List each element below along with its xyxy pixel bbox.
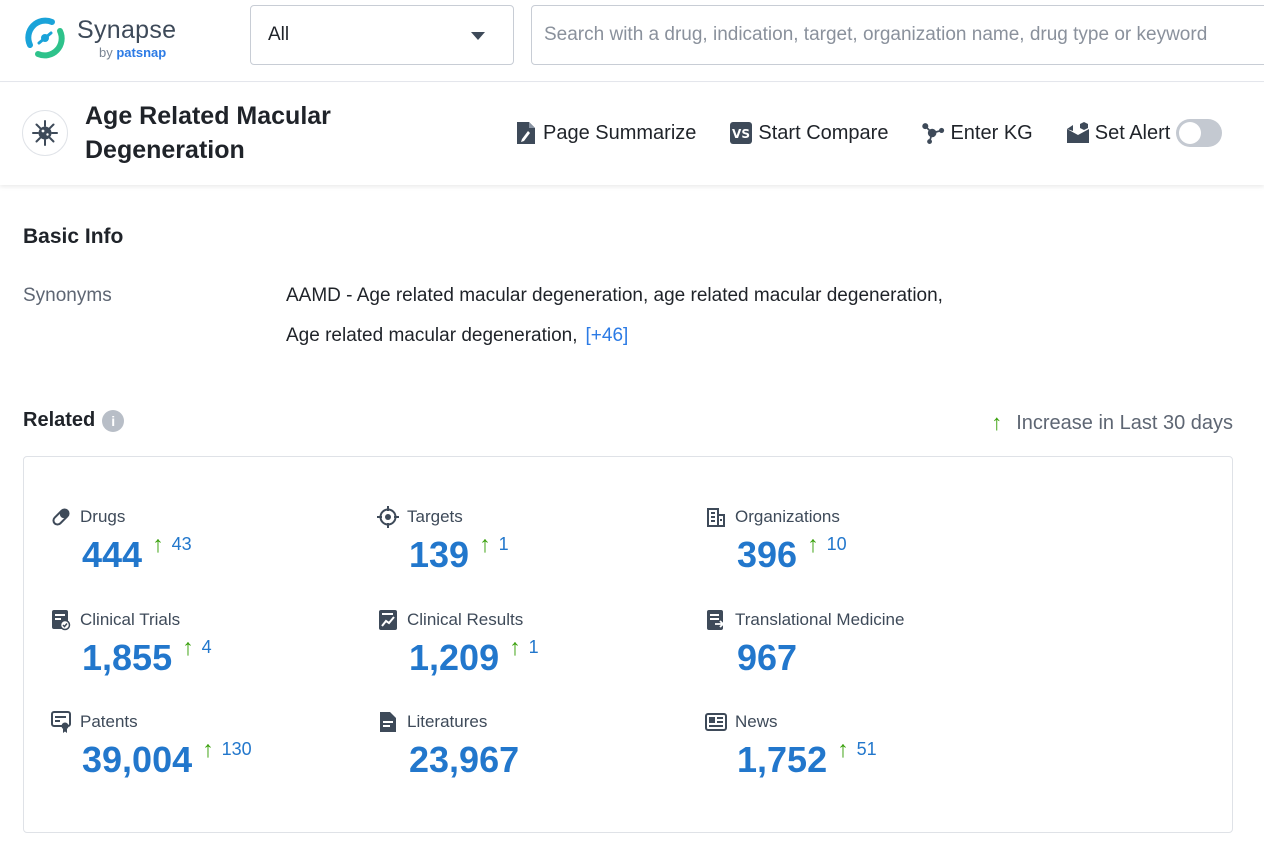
search-scope-select[interactable]: All <box>250 5 514 65</box>
virus-icon <box>31 119 59 147</box>
page-summarize-button[interactable]: Page Summarize <box>514 121 696 145</box>
search-scope-value: All <box>268 24 289 46</box>
stat-increase: 1 <box>499 533 509 555</box>
page-title: Age Related Macular Degeneration <box>85 99 385 167</box>
entity-header: Age Related Macular Degeneration Page Su… <box>0 83 1264 185</box>
synapse-logo-icon <box>22 15 68 61</box>
svg-text:VS: VS <box>732 127 750 141</box>
up-arrow-icon: ↑ <box>837 734 849 764</box>
stat-organizations[interactable]: Organizations 396 ↑ 10 <box>705 505 1005 585</box>
stat-value: 139 <box>409 535 469 575</box>
enter-kg-label: Enter KG <box>950 122 1032 145</box>
synapse-logo[interactable]: Synapse by patsnap <box>22 13 182 63</box>
stat-value: 39,004 <box>82 740 192 780</box>
set-alert-label: Set Alert <box>1095 122 1171 145</box>
news-icon <box>705 711 727 733</box>
stat-value: 1,855 <box>82 638 172 678</box>
related-stats-card: Drugs 444 ↑ 43 Targets 139 ↑ 1 Organizat… <box>23 456 1233 833</box>
stat-increase: 1 <box>529 636 539 658</box>
alert-icon <box>1066 121 1090 145</box>
header-actions: Page Summarize VS Start Compare Enter KG… <box>514 119 1222 147</box>
stat-clinical-trials[interactable]: Clinical Trials 1,855 ↑ 4 <box>50 608 350 688</box>
page-summarize-label: Page Summarize <box>543 122 696 145</box>
document-icon <box>377 711 399 733</box>
stat-value: 23,967 <box>409 740 519 780</box>
stat-value: 1,752 <box>737 740 827 780</box>
stat-value: 396 <box>737 535 797 575</box>
patent-icon <box>50 711 72 733</box>
stat-value: 444 <box>82 535 142 575</box>
stat-literatures[interactable]: Literatures 23,967 <box>377 710 677 790</box>
up-arrow-icon: ↑ <box>182 632 194 662</box>
stat-increase: 4 <box>202 636 212 658</box>
related-header: Related i <box>23 409 124 432</box>
set-alert-toggle[interactable] <box>1176 119 1222 147</box>
basic-info-title: Basic Info <box>23 225 123 249</box>
brand-by-prefix: by <box>99 45 116 60</box>
compare-icon: VS <box>729 121 753 145</box>
translational-medicine-icon <box>705 609 727 631</box>
up-arrow-icon: ↑ <box>152 529 164 559</box>
info-icon[interactable]: i <box>102 410 124 432</box>
stat-name: Clinical Trials <box>80 610 180 630</box>
stat-value: 967 <box>737 638 797 678</box>
synonyms-line-2: Age related macular degeneration, <box>286 325 578 346</box>
legend-text: Increase in Last 30 days <box>1016 412 1233 435</box>
up-arrow-icon: ↑ <box>202 734 214 764</box>
stat-name: Translational Medicine <box>735 610 904 630</box>
brand-byline: by patsnap <box>99 46 176 59</box>
brand-name: Synapse <box>77 18 176 43</box>
building-icon <box>705 506 727 528</box>
related-title: Related <box>23 409 95 432</box>
clinical-results-icon <box>377 609 399 631</box>
up-arrow-icon: ↑ <box>479 529 491 559</box>
summarize-icon <box>514 121 538 145</box>
synonyms-more-link[interactable]: [+46] <box>586 325 629 346</box>
increase-legend: ↑ Increase in Last 30 days <box>991 410 1233 436</box>
stat-increase: 10 <box>827 533 847 555</box>
target-icon <box>377 506 399 528</box>
stat-targets[interactable]: Targets 139 ↑ 1 <box>377 505 677 585</box>
stat-name: Drugs <box>80 507 125 527</box>
stat-drugs[interactable]: Drugs 444 ↑ 43 <box>50 505 350 585</box>
up-arrow-icon: ↑ <box>509 632 521 662</box>
stat-increase: 130 <box>222 738 252 760</box>
pill-icon <box>50 506 72 528</box>
brand-by-name: patsnap <box>116 45 166 60</box>
stat-increase: 43 <box>172 533 192 555</box>
stat-name: Clinical Results <box>407 610 523 630</box>
stat-name: Targets <box>407 507 463 527</box>
entity-icon-wrap <box>22 110 68 156</box>
synonyms-label: Synonyms <box>23 285 112 307</box>
top-bar: Synapse by patsnap All <box>0 0 1264 82</box>
stat-name: Literatures <box>407 712 487 732</box>
start-compare-label: Start Compare <box>758 122 888 145</box>
stat-clinical-results[interactable]: Clinical Results 1,209 ↑ 1 <box>377 608 677 688</box>
enter-kg-button[interactable]: Enter KG <box>921 121 1032 145</box>
synonyms-line-1: AAMD - Age related macular degeneration,… <box>286 285 943 307</box>
up-arrow-icon: ↑ <box>991 410 1002 436</box>
knowledge-graph-icon <box>921 121 945 145</box>
synonyms-line-2-wrap: Age related macular degeneration, [+46] <box>286 325 628 347</box>
clinical-trials-icon <box>50 609 72 631</box>
stat-name: Organizations <box>735 507 840 527</box>
up-arrow-icon: ↑ <box>807 529 819 559</box>
start-compare-button[interactable]: VS Start Compare <box>729 121 888 145</box>
set-alert-button[interactable]: Set Alert <box>1066 121 1171 145</box>
stat-patents[interactable]: Patents 39,004 ↑ 130 <box>50 710 350 790</box>
stat-translational-medicine[interactable]: Translational Medicine 967 <box>705 608 1005 688</box>
stat-name: News <box>735 712 778 732</box>
search-input[interactable] <box>531 5 1264 65</box>
stat-name: Patents <box>80 712 138 732</box>
stat-value: 1,209 <box>409 638 499 678</box>
stat-increase: 51 <box>857 738 877 760</box>
toggle-knob <box>1179 122 1201 144</box>
chevron-down-icon <box>471 32 485 40</box>
stat-news[interactable]: News 1,752 ↑ 51 <box>705 710 1005 790</box>
